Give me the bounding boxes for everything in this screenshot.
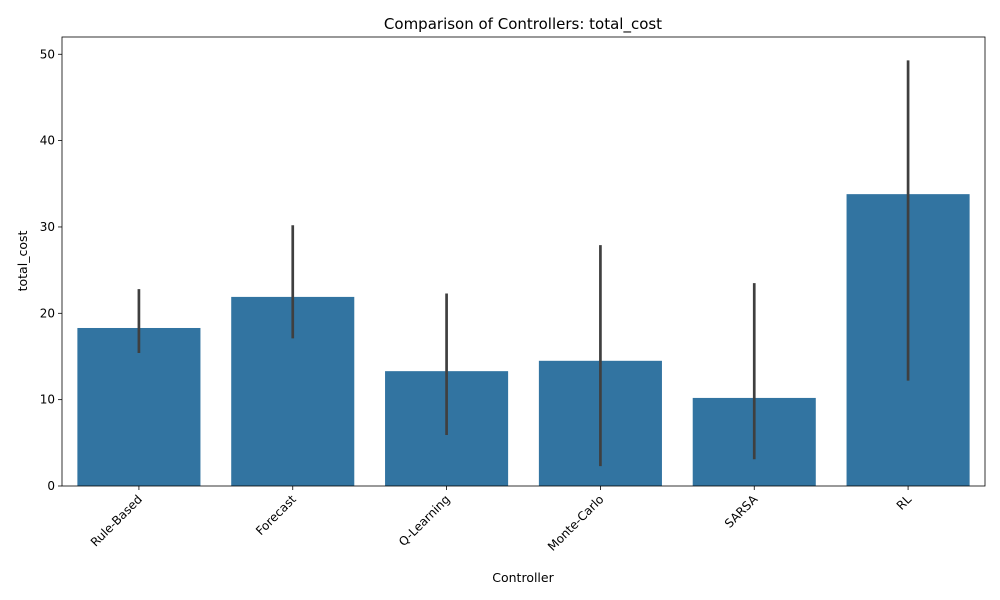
x-axis: Rule-Based Forecast Q-Learning Monte-Carlo S… (88, 486, 915, 554)
x-axis-label: Controller (492, 570, 554, 585)
x-tick-label: Q-Learning (396, 492, 453, 549)
x-tick-label: Monte-Carlo (545, 492, 607, 554)
y-tick-label: 30 (40, 220, 55, 234)
y-axis-label: total_cost (15, 231, 30, 292)
plot-frame (61, 36, 986, 487)
x-tick-label: Forecast (253, 492, 299, 538)
error-bars-group (137, 60, 910, 467)
x-tick-label: RL (894, 492, 915, 513)
y-tick-label: 0 (47, 479, 55, 493)
y-axis: 0 10 20 30 40 50 (40, 47, 62, 493)
y-tick-label: 40 (40, 134, 55, 148)
bar-rule-based (77, 327, 201, 486)
x-tick-label: SARSA (722, 492, 761, 531)
bars-group (77, 194, 970, 486)
chart-title: Comparison of Controllers: total_cost (384, 15, 662, 34)
y-tick-label: 10 (40, 393, 55, 407)
y-tick-label: 20 (40, 306, 55, 320)
x-tick-label: Rule-Based (88, 492, 145, 549)
y-tick-label: 50 (40, 47, 55, 61)
